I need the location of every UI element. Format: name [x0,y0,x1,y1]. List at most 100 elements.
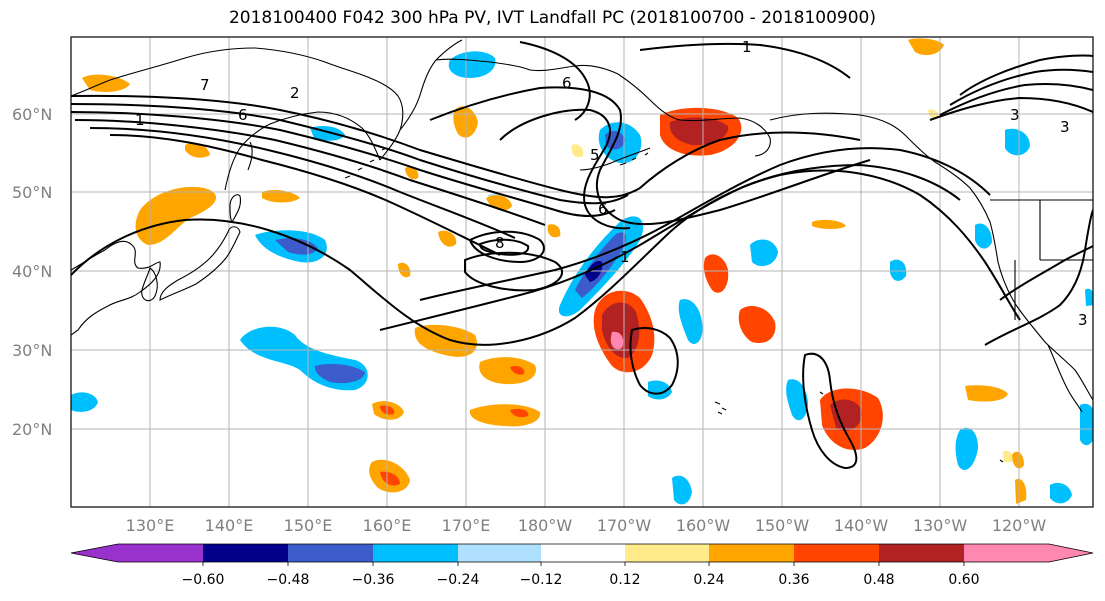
lat-label: 40°N [12,262,52,281]
anomaly-blob [890,259,907,281]
colorbar-tick-label: 0.36 [778,572,809,588]
lon-label: 170°W [597,516,652,535]
colorbar-segment [458,544,541,562]
colorbar-tick-label: 0.48 [863,572,894,588]
lon-label: 140°E [205,516,254,535]
anomaly-blob [135,186,217,245]
anomaly-blob [547,224,561,238]
contour-label: 2 [290,84,300,102]
anomaly-blob [648,380,672,400]
anomaly-blob [380,471,400,486]
anomaly-blob [448,51,496,78]
colorbar-tick-label: 0.60 [948,572,979,588]
contour-label: 1 [742,38,752,56]
colorbar-tick-label: −0.48 [267,572,310,588]
lat-label: 50°N [12,183,52,202]
anomaly-blob [405,166,419,180]
colorbar-segment [964,544,1049,562]
colorbar-segment [879,544,964,562]
anomaly-blob [510,408,529,418]
colorbar-tick-label: −0.24 [437,572,480,588]
lon-label: 150°W [755,516,810,535]
lon-label: 170°E [442,516,491,535]
colorbar-segment [288,544,373,562]
lat-label: 30°N [12,341,52,360]
anomaly-blob [510,365,525,375]
anomaly-blob [438,230,457,247]
anomaly-blob [703,254,729,293]
contour-label: 6 [562,74,572,92]
contour-label: 1 [135,111,145,129]
anomaly-blob [571,144,584,158]
anomaly-blob [669,117,729,146]
anomaly-blob [908,38,944,56]
anomaly-blob [82,74,130,92]
colorbar-extend-low [71,544,118,562]
contour-label: 1 [620,248,630,266]
lon-label: 120°W [992,516,1047,535]
anomaly-blob [275,238,318,255]
anomaly-blob [1085,288,1093,306]
colorbar: −0.60 −0.48 −0.36 −0.24 −0.12 0.12 0.24 … [70,543,1094,588]
anomaly-blob [1005,128,1030,156]
anomaly-blob [955,427,978,470]
anomaly-blob [1012,451,1024,469]
contour-label: 3 [1010,106,1020,124]
contour-labels: 1 2 3 5 6 7 8 1 6 6 1 3 3 [135,38,1088,329]
lon-label: 160°W [676,516,731,535]
anomaly-blob [1003,450,1013,462]
anomaly-blob [1015,478,1027,504]
lat-label: 60°N [12,105,52,124]
anomaly-blob [975,223,992,249]
anomaly-blob [750,239,778,267]
map-frame [70,36,1094,508]
colorbar-segment [709,544,794,562]
contour-label: 6 [598,200,608,218]
contour-label: 3 [1078,311,1088,329]
contour-label: 5 [590,146,600,164]
anomaly-blob [262,190,300,203]
colorbar-segment [118,544,203,562]
colorbar-extend-high [1049,544,1093,562]
lon-label: 130°E [126,516,175,535]
map-title: 2018100400 F042 300 hPa PV, IVT Landfall… [228,8,876,28]
anomaly-blob [398,262,411,278]
anomaly-blob [830,399,862,431]
lon-labels: 130°E 140°E 150°E 160°E 170°E 180°W 170°… [126,516,1047,535]
colorbar-segment [203,544,288,562]
contour-label: 6 [238,106,248,124]
anomaly-blob [678,299,703,344]
lon-label: 130°W [913,516,968,535]
anomaly-blob [479,357,536,385]
anomaly-blob [1080,403,1093,446]
lon-label: 140°W [834,516,889,535]
anomaly-blob [786,379,808,421]
coastlines [71,39,1093,463]
colorbar-segment [373,544,458,562]
ivt-contours [71,41,1093,470]
colorbar-outline [70,543,1094,563]
colorbar-segment [794,544,879,562]
lon-label: 160°E [363,516,412,535]
anomaly-blob [414,324,478,357]
lon-label: 180°W [518,516,573,535]
contour-label: 3 [1060,118,1070,136]
anomaly-blob [314,364,365,384]
colorbar-segment [625,544,709,562]
anomaly-blob [185,143,210,158]
colorbar-tick-label: 0.24 [693,572,724,588]
lat-labels: 20°N 30°N 40°N 50°N 60°N [12,105,52,439]
anomaly-blob [71,392,98,412]
anomaly-blob [1050,482,1072,504]
colorbar-tick-label: −0.36 [352,572,395,588]
anomaly-blob [812,219,846,229]
colorbar-tick-label: 0.12 [609,572,640,588]
anomaly-blob [610,331,624,350]
lon-label: 150°E [284,516,333,535]
anomaly-blob [738,306,776,344]
colorbar-tick-label: −0.60 [182,572,225,588]
colorbar-tick-label: −0.12 [520,572,563,588]
contour-label: 8 [495,234,505,252]
anomaly-blob [672,475,692,505]
